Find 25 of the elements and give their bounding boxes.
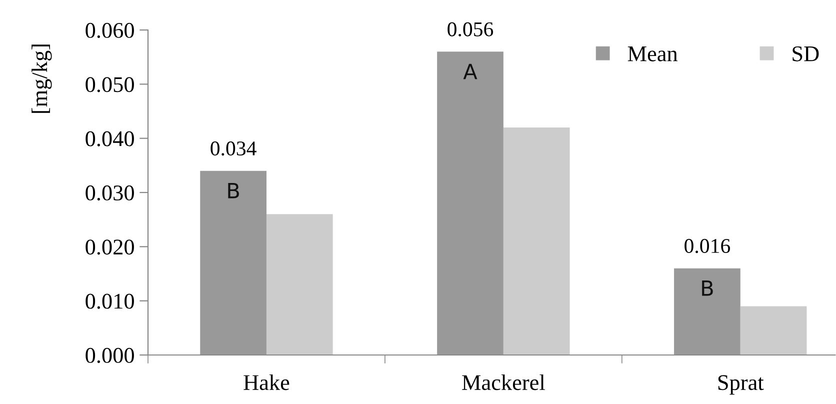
data-label: 0.034: [210, 141, 256, 156]
legend-label: SD: [792, 46, 819, 62]
bar: [503, 128, 570, 355]
y-tick-label: 0.020: [86, 240, 134, 255]
y-tick-label: 0.050: [86, 77, 134, 92]
x-tick-label: Sprat: [718, 375, 764, 395]
data-label: 0.016: [684, 238, 730, 254]
annotation: B: [228, 183, 239, 198]
y-tick-label: 0.010: [86, 294, 134, 309]
y-tick-label: 0.000: [86, 348, 134, 364]
y-tick-label: 0.030: [86, 185, 134, 201]
data-label: 0.056: [448, 22, 494, 36]
annotation: B: [702, 280, 713, 296]
y-tick-label: 0.060: [86, 22, 134, 38]
legend-label: Mean: [628, 46, 678, 62]
bar: [437, 52, 504, 355]
y-axis-title: [mg/kg]: [32, 44, 52, 113]
bar: [674, 268, 740, 355]
x-tick-label: Hake: [244, 374, 290, 390]
bar: [266, 214, 333, 355]
y-tick-label: 0.040: [86, 131, 134, 146]
x-tick-label: Mackerel: [462, 374, 545, 390]
bar: [740, 306, 807, 355]
annotation: A: [463, 64, 478, 80]
bar: [200, 170, 266, 355]
